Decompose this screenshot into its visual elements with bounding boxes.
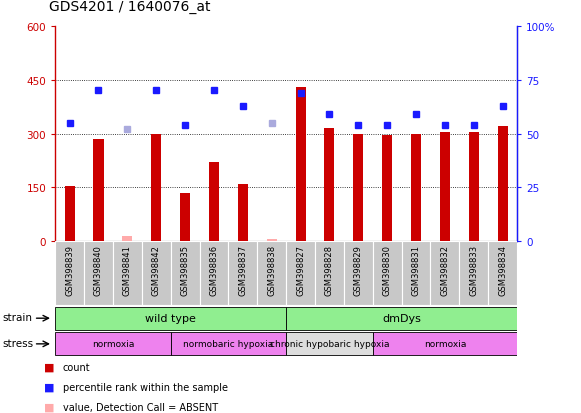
Text: GSM398830: GSM398830	[383, 244, 392, 295]
Bar	[123, 236, 132, 242]
Bar	[431, 242, 460, 306]
Bar	[267, 240, 277, 242]
Bar	[199, 242, 228, 306]
Bar	[469, 133, 479, 242]
Bar	[373, 332, 517, 356]
Text: wild type: wild type	[145, 313, 196, 323]
Bar	[324, 129, 335, 242]
Bar	[353, 134, 363, 242]
Bar	[286, 242, 315, 306]
Text: percentile rank within the sample: percentile rank within the sample	[63, 382, 228, 392]
Bar	[55, 242, 84, 306]
Bar	[113, 242, 142, 306]
Bar	[84, 242, 113, 306]
Text: normobaric hypoxia: normobaric hypoxia	[183, 339, 274, 348]
Bar	[257, 242, 286, 306]
Text: ■: ■	[44, 402, 54, 412]
Bar	[180, 193, 190, 242]
Text: ■: ■	[44, 382, 54, 392]
Bar	[209, 163, 219, 242]
Text: GSM398839: GSM398839	[65, 244, 74, 295]
Text: GSM398829: GSM398829	[354, 244, 363, 295]
Text: GSM398840: GSM398840	[94, 244, 103, 295]
Text: strain: strain	[3, 312, 33, 322]
Bar	[171, 242, 199, 306]
Bar	[228, 242, 257, 306]
Bar	[296, 88, 306, 242]
Bar	[401, 242, 431, 306]
Text: GSM398834: GSM398834	[498, 244, 507, 295]
Text: GSM398835: GSM398835	[181, 244, 189, 295]
Bar	[497, 127, 508, 242]
Bar	[286, 307, 517, 330]
Text: GSM398842: GSM398842	[152, 244, 161, 295]
Bar	[315, 242, 344, 306]
Bar	[171, 332, 286, 356]
Bar	[151, 134, 162, 242]
Bar	[94, 140, 103, 242]
Bar	[382, 136, 392, 242]
Text: chronic hypobaric hypoxia: chronic hypobaric hypoxia	[270, 339, 389, 348]
Bar	[55, 332, 171, 356]
Bar	[238, 184, 248, 242]
Bar	[460, 242, 488, 306]
Text: normoxia: normoxia	[92, 339, 134, 348]
Text: GSM398832: GSM398832	[440, 244, 450, 295]
Bar	[55, 307, 286, 330]
Text: GSM398827: GSM398827	[296, 244, 305, 295]
Bar	[440, 133, 450, 242]
Text: GSM398831: GSM398831	[411, 244, 421, 295]
Text: dmDys: dmDys	[382, 313, 421, 323]
Text: GSM398838: GSM398838	[267, 244, 276, 295]
Text: count: count	[63, 362, 91, 372]
Bar	[286, 332, 373, 356]
Bar	[344, 242, 373, 306]
Text: GSM398836: GSM398836	[210, 244, 218, 295]
Bar	[411, 134, 421, 242]
Bar	[64, 186, 75, 242]
Bar	[142, 242, 171, 306]
Text: GSM398833: GSM398833	[469, 244, 478, 295]
Text: GDS4201 / 1640076_at: GDS4201 / 1640076_at	[49, 0, 211, 14]
Text: ■: ■	[44, 362, 54, 372]
Text: normoxia: normoxia	[424, 339, 466, 348]
Text: GSM398828: GSM398828	[325, 244, 334, 295]
Text: value, Detection Call = ABSENT: value, Detection Call = ABSENT	[63, 402, 218, 412]
Text: stress: stress	[3, 338, 34, 348]
Bar	[373, 242, 401, 306]
Text: GSM398837: GSM398837	[238, 244, 248, 295]
Text: GSM398841: GSM398841	[123, 244, 132, 295]
Bar	[488, 242, 517, 306]
